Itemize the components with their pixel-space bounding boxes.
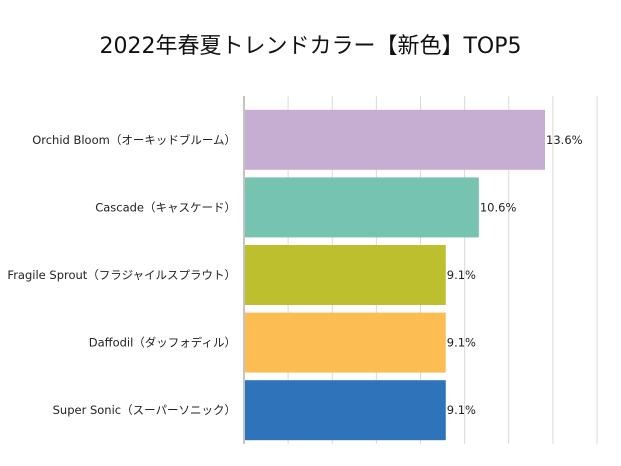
category-label: Orchid Bloom（オーキッドブルーム）	[32, 133, 236, 147]
bar	[245, 109, 546, 170]
category-label: Super Sonic（スーパーソニック）	[53, 403, 236, 417]
data-label: 10.6%	[480, 200, 517, 214]
category-label: Cascade（キャスケード）	[95, 200, 236, 214]
bar	[245, 177, 479, 238]
data-label: 9.1%	[447, 336, 476, 350]
bar	[245, 312, 446, 373]
chart-title: 2022年春夏トレンドカラー【新色】TOP5	[99, 34, 522, 59]
category-label: Daffodil（ダッフォディル）	[89, 336, 236, 350]
data-label: 9.1%	[447, 403, 476, 417]
bar	[245, 380, 446, 441]
data-label: 9.1%	[447, 268, 476, 282]
category-label: Fragile Sprout（フラジャイルスプラウト）	[7, 268, 236, 282]
data-label: 13.6%	[546, 133, 583, 147]
bar	[245, 245, 446, 305]
